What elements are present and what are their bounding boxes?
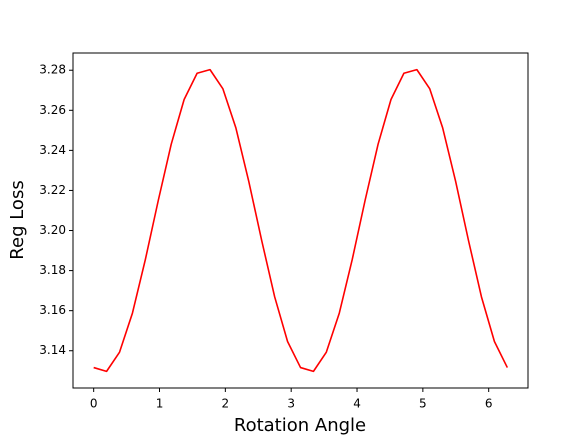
y-tick-label: 3.24 (39, 143, 66, 157)
x-axis-label: Rotation Angle (234, 415, 366, 436)
x-tick-label: 4 (353, 397, 361, 411)
y-tick-label: 3.14 (39, 343, 66, 357)
x-tick-label: 3 (287, 397, 295, 411)
x-tick-label: 6 (485, 397, 493, 411)
y-tick-label: 3.28 (39, 63, 66, 77)
x-tick-label: 0 (90, 397, 98, 411)
y-tick-label: 3.22 (39, 183, 66, 197)
line (93, 68, 509, 373)
x-tick-label: 1 (156, 397, 164, 411)
x-tick-label: 2 (222, 397, 230, 411)
y-tick-label: 3.26 (39, 103, 66, 117)
y-axis-label: Reg Loss (7, 180, 28, 259)
y-tick-label: 3.18 (39, 263, 66, 277)
plot-frame (72, 52, 529, 389)
y-tick-label: 3.16 (39, 303, 66, 317)
y-tick-label: 3.20 (39, 223, 66, 237)
x-tick-label: 5 (419, 397, 427, 411)
